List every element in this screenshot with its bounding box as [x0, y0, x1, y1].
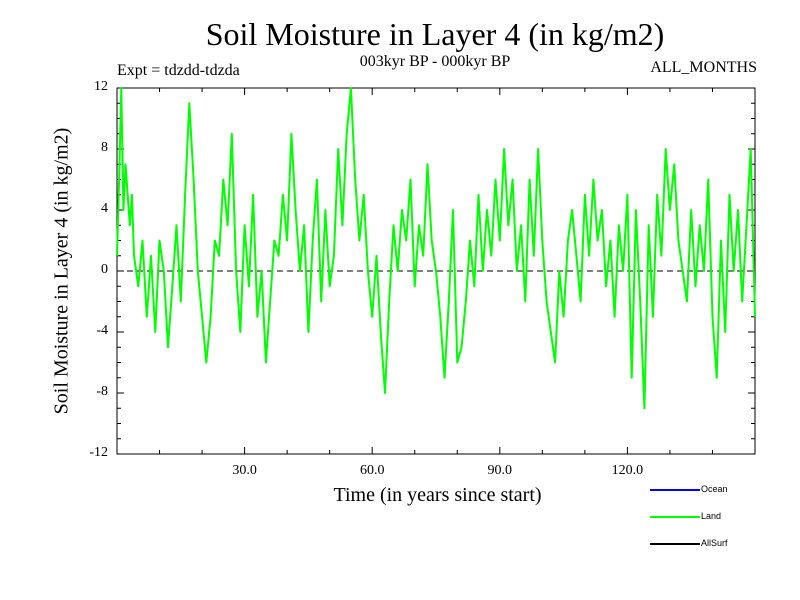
chart-title: Soil Moisture in Layer 4 (in kg/m2): [205, 16, 665, 52]
months-label: ALL_MONTHS: [650, 59, 757, 76]
y-tick-label: 12: [94, 79, 108, 94]
chart-subtitle: 003kyr BP - 000kyr BP: [359, 53, 511, 70]
x-tick-label: 30.0: [232, 463, 257, 478]
y-tick-label: 0: [101, 262, 108, 277]
legend: [650, 489, 700, 545]
legend-label-ocean: Ocean: [701, 484, 728, 494]
series-layer: [116, 87, 756, 410]
x-axis-label: Time (in years since start): [333, 484, 542, 506]
x-tick-label: 120.0: [611, 463, 644, 478]
y-tick-label: -8: [96, 384, 108, 399]
x-tick-label: 60.0: [359, 463, 385, 478]
y-tick-label: -12: [89, 445, 108, 460]
legend-label-land: Land: [701, 511, 722, 521]
y-tick-label: 4: [101, 201, 108, 216]
y-tick-label: 8: [101, 140, 108, 155]
x-tick-label: 90.0: [487, 463, 513, 478]
y-tick-label: -4: [96, 323, 108, 338]
legend-label-allsurf: AllSurf: [701, 538, 728, 548]
experiment-label: Expt = tdzdd-tdzda: [117, 62, 240, 79]
series-line-land: [116, 87, 756, 410]
